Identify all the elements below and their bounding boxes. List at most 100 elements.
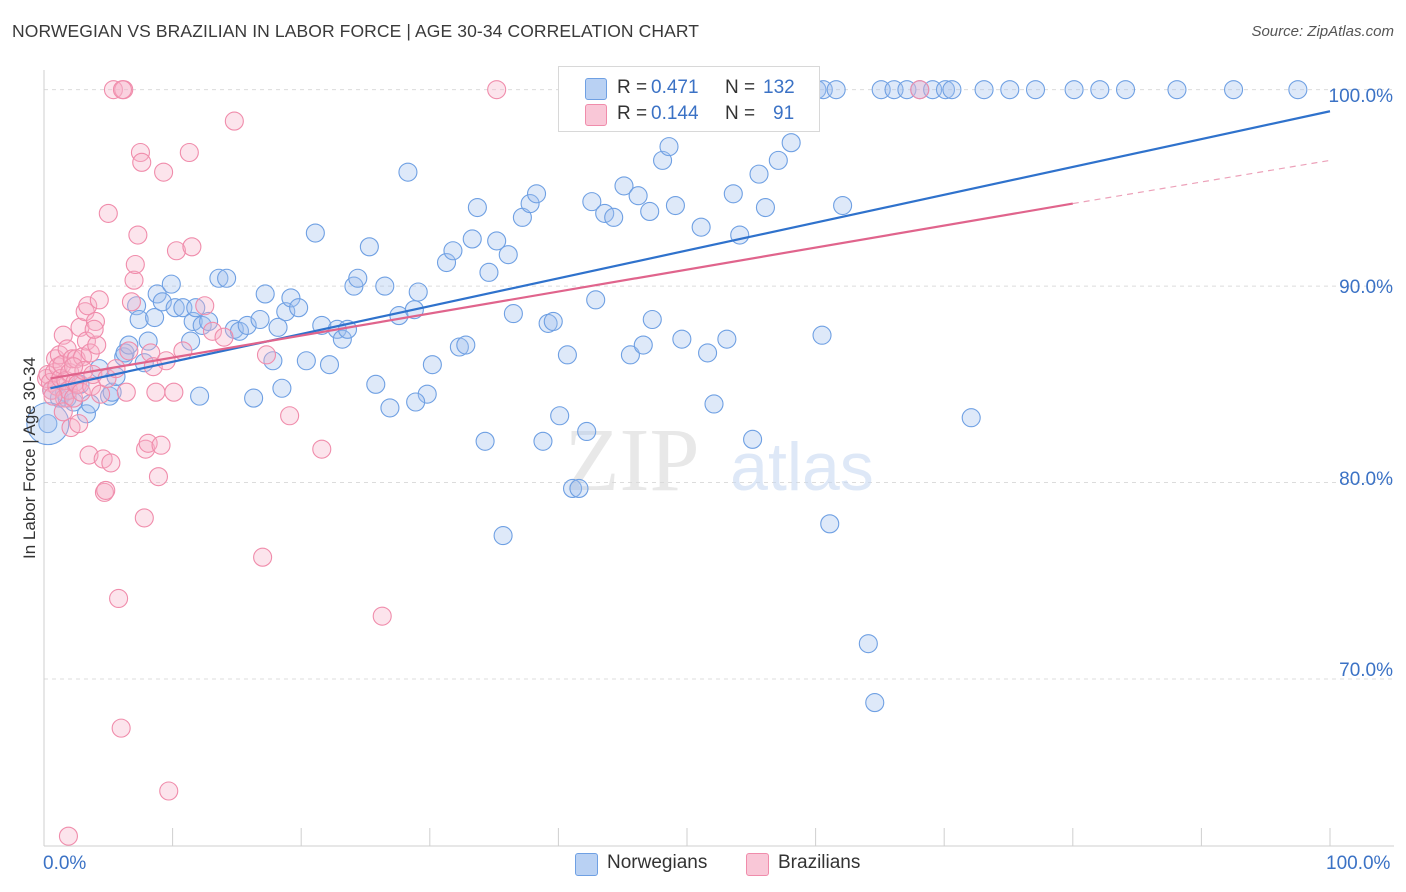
trend-line-dashed-brazilians <box>1072 159 1331 205</box>
data-point-norwegians <box>704 394 724 414</box>
data-point-norwegians <box>305 223 325 243</box>
data-point-brazilians <box>111 718 131 738</box>
y-tick-label-90: 90.0% <box>1339 277 1393 298</box>
data-point-brazilians <box>154 162 174 182</box>
data-point-brazilians <box>132 152 152 172</box>
data-point-norwegians <box>755 197 775 218</box>
data-point-norwegians <box>582 192 602 212</box>
data-point-brazilians <box>148 467 169 487</box>
data-point-norwegians <box>533 431 553 451</box>
legend-box: R = 0.471 N = 132 R = 0.144 N = 91 <box>558 66 820 132</box>
data-point-brazilians <box>112 80 132 100</box>
data-point-norwegians <box>296 351 316 371</box>
data-point-norwegians <box>1115 80 1136 100</box>
data-point-brazilians <box>43 386 63 406</box>
data-point-norwegians <box>161 274 181 294</box>
data-point-brazilians <box>164 382 184 402</box>
data-point-norwegians <box>503 304 523 324</box>
y-axis-label: In Labor Force | Age 30-34 <box>20 357 39 559</box>
data-point-brazilians <box>79 445 99 465</box>
data-point-norwegians <box>199 311 219 332</box>
data-point-norwegians <box>812 325 832 345</box>
data-point-norwegians <box>858 634 878 654</box>
data-point-norwegians <box>138 331 158 351</box>
data-point-norwegians <box>1090 80 1110 100</box>
data-point-norwegians <box>417 384 437 404</box>
data-point-brazilians <box>179 142 199 163</box>
data-point-norwegians <box>380 398 400 418</box>
data-point-norwegians <box>217 268 237 288</box>
data-point-norwegians <box>628 186 648 206</box>
data-point-norwegians <box>865 693 885 713</box>
legend-swatch-norwegians <box>585 78 607 100</box>
data-point-norwegians <box>1025 80 1046 100</box>
data-point-brazilians <box>78 296 98 316</box>
bottom-legend-label: Norwegians <box>607 852 708 873</box>
x-tick-label-min: 0.0% <box>43 853 87 874</box>
data-point-norwegians <box>520 194 540 214</box>
data-point-brazilians <box>280 406 300 426</box>
data-point-norwegians <box>781 133 801 153</box>
data-point-norwegians <box>659 137 679 157</box>
data-point-norwegians <box>332 329 352 349</box>
data-point-brazilians <box>121 292 141 312</box>
data-point-norwegians <box>642 309 662 330</box>
data-point-norwegians <box>479 262 499 282</box>
data-point-norwegians <box>422 355 442 375</box>
data-point-norwegians <box>620 345 640 365</box>
data-point-brazilians <box>58 826 78 846</box>
source-label: Source: ZipAtlas.com <box>1251 23 1394 40</box>
data-point-norwegians <box>569 478 589 499</box>
data-point-norwegians <box>633 335 653 355</box>
data-point-norwegians <box>833 196 853 216</box>
data-point-brazilians <box>80 343 100 363</box>
data-point-brazilians <box>119 341 139 361</box>
data-point-brazilians <box>101 453 121 473</box>
data-point-norwegians <box>1288 80 1308 100</box>
data-point-norwegians <box>281 288 301 308</box>
data-point-brazilians <box>130 142 150 163</box>
data-point-norwegians <box>749 164 769 184</box>
data-point-brazilians <box>159 781 179 801</box>
data-point-brazilians <box>64 357 84 377</box>
legend-n-value: 91 <box>773 103 795 124</box>
data-point-norwegians <box>436 252 457 273</box>
data-point-norwegians <box>165 298 185 318</box>
data-point-norwegians <box>129 309 149 330</box>
data-point-brazilians <box>256 345 277 365</box>
data-point-norwegians <box>272 378 292 398</box>
data-point-brazilians <box>124 270 144 290</box>
data-point-norwegians <box>935 80 956 100</box>
legend-r-value: 0.144 <box>651 103 699 124</box>
data-point-norwegians <box>595 203 615 223</box>
data-point-norwegians <box>145 307 165 328</box>
data-point-brazilians <box>87 335 107 355</box>
data-point-norwegians <box>493 526 513 546</box>
data-point-norwegians <box>181 331 201 351</box>
legend-r-value: 0.471 <box>651 77 699 98</box>
data-point-norwegians <box>942 80 962 100</box>
data-point-norwegians <box>467 197 487 218</box>
data-point-brazilians <box>134 508 154 528</box>
legend-n-value: 132 <box>763 77 795 98</box>
data-point-brazilians <box>76 331 96 351</box>
data-point-norwegians <box>366 374 386 394</box>
data-point-norwegians <box>487 231 507 251</box>
data-point-norwegians <box>38 414 58 434</box>
data-point-brazilians <box>109 588 129 609</box>
data-point-brazilians <box>487 80 507 100</box>
data-point-norwegians <box>319 355 340 375</box>
data-point-norwegians <box>723 184 743 204</box>
y-tick-label-100: 100.0% <box>1328 86 1393 107</box>
data-point-brazilians <box>214 327 234 347</box>
data-point-norwegians <box>577 421 597 442</box>
data-point-norwegians <box>268 317 288 337</box>
data-point-norwegians <box>244 388 264 408</box>
data-point-brazilians <box>85 311 105 332</box>
data-point-brazilians <box>116 382 136 402</box>
data-point-brazilians <box>84 319 104 339</box>
data-point-norwegians <box>768 150 788 170</box>
data-point-norwegians <box>289 298 309 318</box>
data-point-norwegians <box>550 406 570 426</box>
